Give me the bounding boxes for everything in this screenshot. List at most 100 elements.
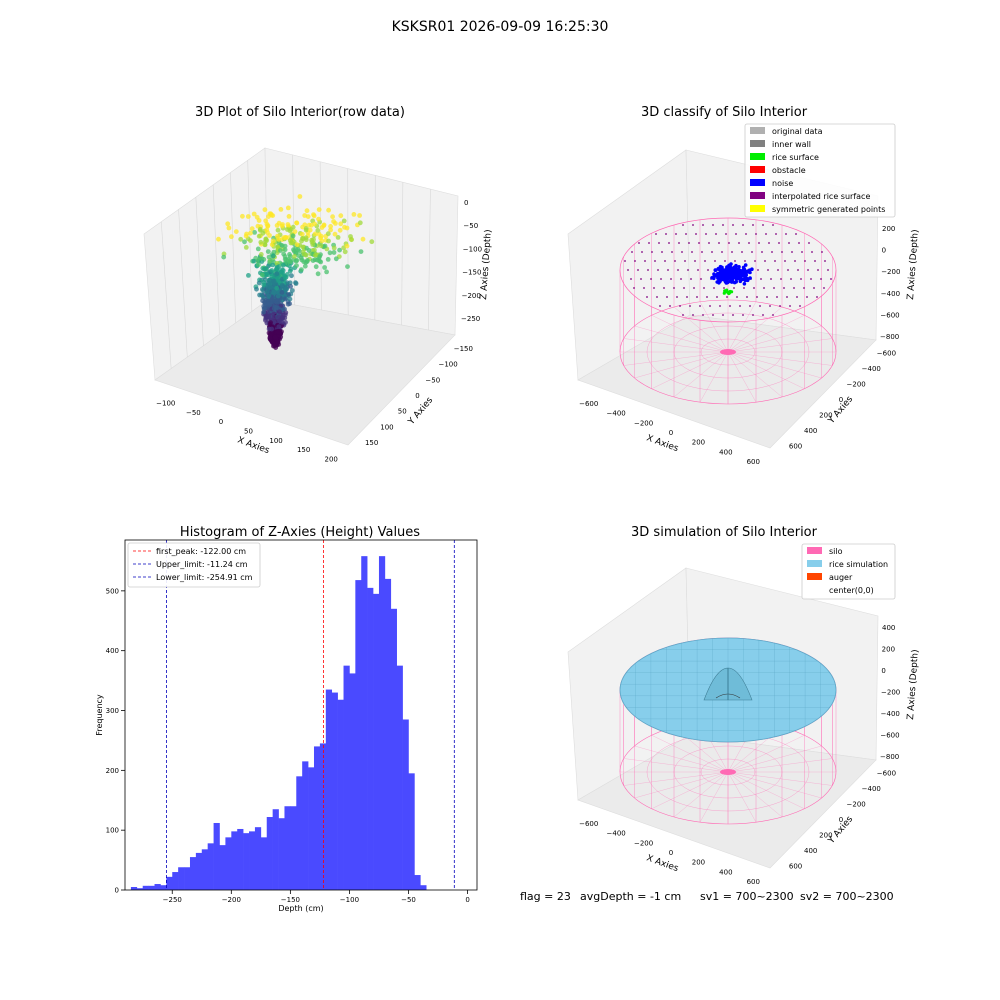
interpolated-point [698,242,700,244]
data-point [256,233,262,239]
data-point [259,292,264,298]
data-point [341,218,347,224]
legend-label: interpolated rice surface [772,192,870,201]
data-point [262,242,268,248]
data-point [271,314,277,320]
interpolated-point [700,278,702,280]
interpolated-point [637,269,639,271]
interpolated-point [734,260,736,262]
data-point [278,248,283,253]
interpolated-point [753,287,755,289]
data-point [286,257,291,262]
data-point [276,237,282,242]
rice-surface-point [722,291,726,295]
silo-floor-spoke [699,301,729,353]
data-point [300,244,306,250]
data-point [281,235,287,241]
silo-center-mark [720,349,736,355]
data-point [279,319,285,325]
data-point [267,277,273,283]
axis-tick-label: 150 [297,446,310,454]
histogram-bar [184,867,191,890]
data-point [287,301,292,307]
interpolated-point [678,242,680,244]
data-point [325,257,331,262]
data-point [266,293,271,299]
data-point [338,213,344,219]
x-tick-label: 0 [465,896,469,904]
interpolated-point [738,242,740,244]
data-point [240,213,245,219]
histogram-title: Histogram of Z-Axies (Height) Values [180,525,420,540]
interpolated-point [827,269,829,271]
data-point [266,313,272,318]
interpolated-point [712,224,714,226]
panel-classify-z-label: Z Axies (Depth) [906,229,921,300]
data-point [280,315,286,321]
axis-tick-label: 0 [882,247,886,255]
panel-classify-z-ticks: 200 0 −200 −400 −600 −800 [880,225,900,341]
histogram-bar [189,857,197,890]
interpolated-point [780,278,782,280]
data-point [345,264,350,269]
data-point [292,254,297,259]
silo-top-rim [619,217,837,323]
interpolated-point [668,242,670,244]
panel-raw-z-ticks: 0 −50 −100 −150 −200 −250 [461,199,482,323]
noise-point [721,274,726,279]
interpolated-point [777,269,779,271]
data-point [282,306,287,312]
interpolated-point [653,287,655,289]
interpolated-point [762,224,764,226]
histogram-bar [213,822,220,890]
data-point [306,222,312,228]
histogram-bar [290,806,297,890]
data-point [319,238,325,244]
interpolated-point [708,242,710,244]
data-point [258,252,264,257]
legend-swatch [750,127,765,134]
data-point [313,264,319,270]
axis-tick-label: 100 [269,437,282,445]
interpolated-point [701,251,703,253]
panel-raw-axes-box [143,147,459,446]
data-point [305,258,310,263]
silo-floor-spoke [727,338,833,353]
silo-floor-spoke [634,745,729,773]
data-point [274,285,280,291]
data-point [279,284,285,290]
data-point [282,312,288,318]
gridline [230,172,237,323]
panel-raw-x-label: X Axies [236,435,271,456]
interpolated-point [712,314,714,316]
interpolated-point [795,233,797,235]
histogram-bar [207,843,214,890]
interpolated-point [794,260,796,262]
axis-tick-label: −400 [881,290,900,298]
axis-tick-label: −200 [847,801,866,809]
data-point [358,249,364,255]
silo-floor-spoke [699,351,729,403]
interpolated-point [719,305,721,307]
histogram-bar [178,867,185,890]
interpolated-point [685,233,687,235]
rice-surface-point [727,291,732,295]
data-point [243,245,249,250]
histogram-bar [308,767,315,890]
axis-tick-label: 400 [719,448,732,456]
noise-point [730,280,734,284]
axis-tick-label: 0 [669,849,673,857]
data-point [295,247,301,253]
data-point [285,205,291,211]
axis-tick-label: 100 [380,423,393,431]
data-point [357,213,362,218]
interpolated-point [768,242,770,244]
gridline [195,197,204,346]
data-point [252,230,257,235]
panel-raw-3d: 3D Plot of Silo Interior(row data) −100−… [143,105,494,463]
interpolated-point [797,269,799,271]
interpolated-point [813,287,815,289]
histogram-frame [124,539,478,891]
interpolated-point [682,314,684,316]
